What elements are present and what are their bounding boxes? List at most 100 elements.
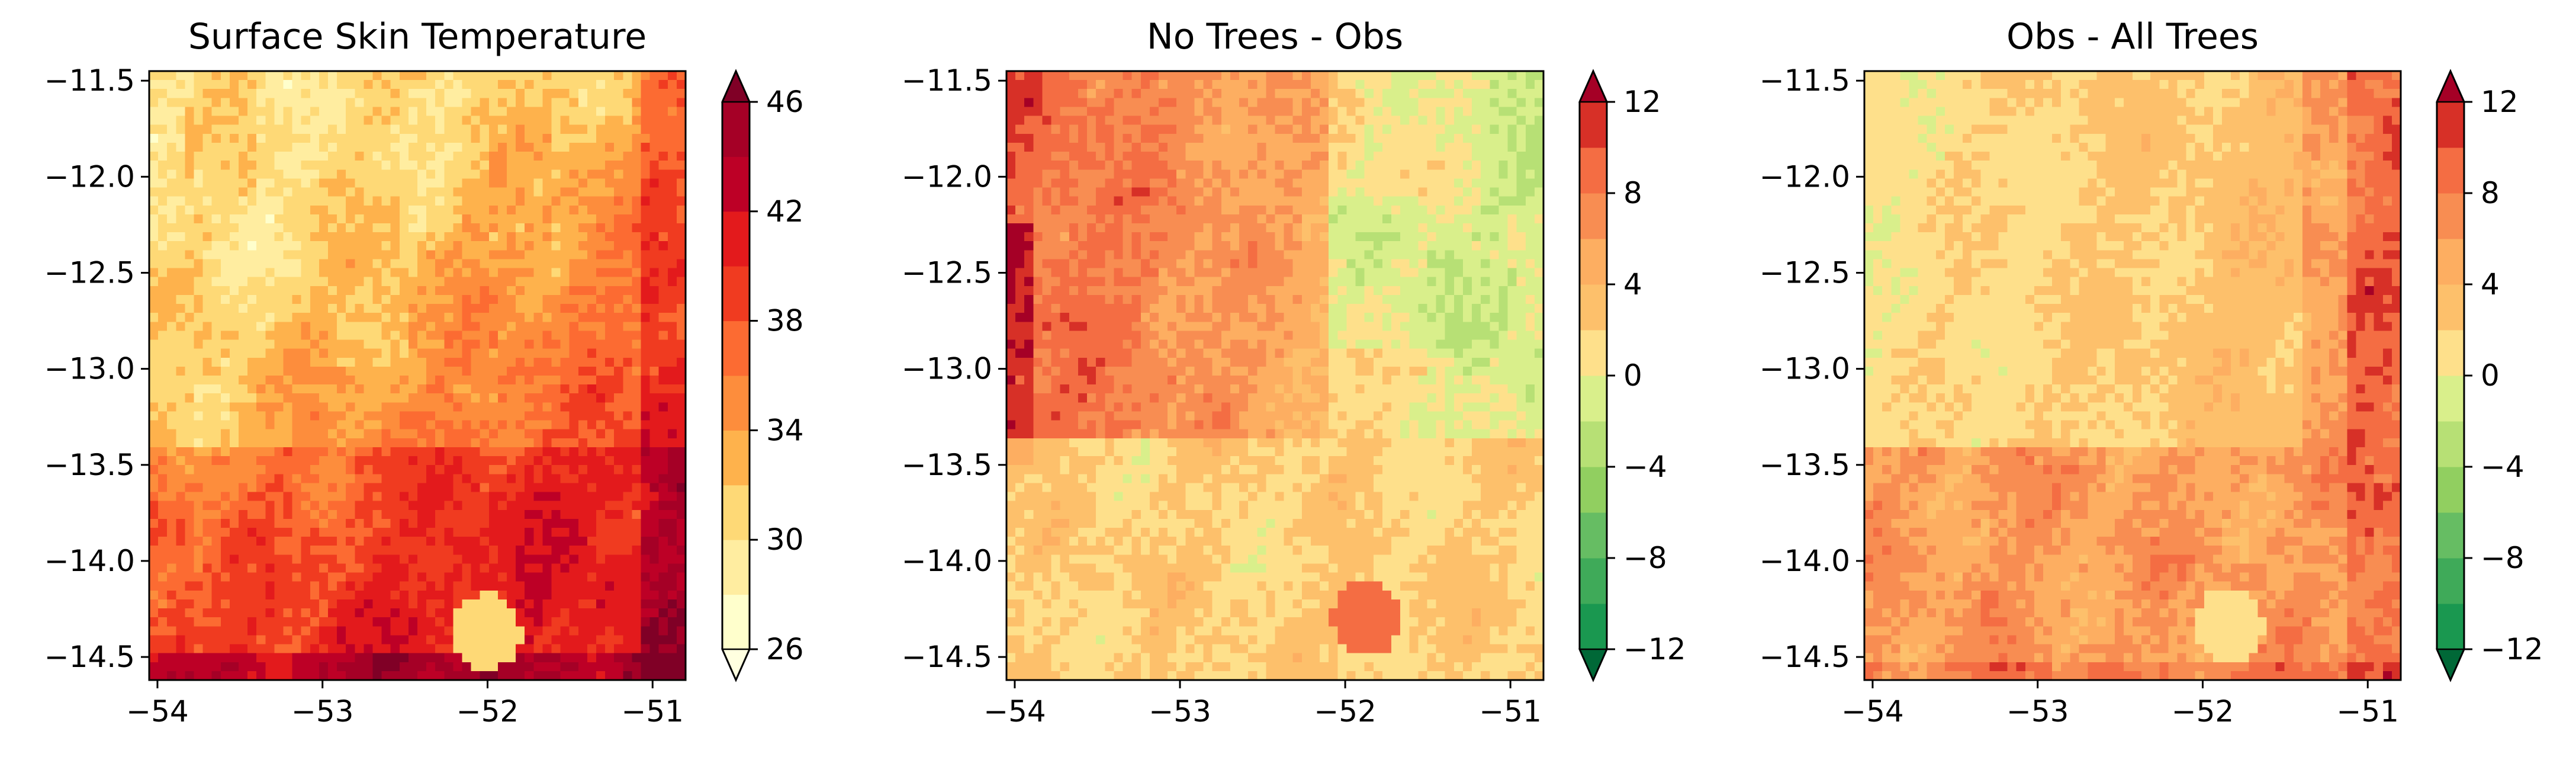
heatmap-cell [676,653,686,663]
heatmap-cell [310,80,320,89]
heatmap-cell [560,518,570,528]
heatmap-cell [1418,142,1428,152]
heatmap-cell [247,608,257,618]
heatmap-cell [1168,80,1177,89]
heatmap-cell [265,635,275,645]
heatmap-cell [310,509,320,520]
heatmap-cell [516,393,525,403]
heatmap-cell [239,169,248,179]
heatmap-cell [1105,133,1114,143]
heatmap-cell [1373,161,1383,170]
heatmap-cell [507,366,516,376]
heatmap-cell [1239,152,1249,161]
heatmap-cell [605,438,615,448]
heatmap-cell [658,581,668,591]
heatmap-cell [274,554,284,565]
heatmap-cell [292,259,302,269]
heatmap-cell [390,626,400,636]
heatmap-cell [292,635,302,645]
heatmap-cell [1498,124,1509,134]
heatmap-cell [587,501,597,511]
heatmap-cell [167,554,176,565]
heatmap-cell [283,286,293,296]
heatmap-cell [569,322,579,332]
heatmap-cell [194,268,204,278]
heatmap-cell [1105,116,1114,126]
heatmap-cell [328,456,337,466]
heatmap-cell [667,546,677,555]
heatmap-cell [596,142,606,152]
heatmap-cell [211,599,221,609]
heatmap-cell [239,492,248,502]
heatmap-cell [149,322,159,332]
heatmap-cell [1060,98,1070,108]
heatmap-cell [265,348,275,358]
heatmap-cell [649,250,660,260]
heatmap-cell [194,116,204,126]
heatmap-cell [676,456,686,466]
heatmap-cell [149,483,159,493]
heatmap-cell [310,313,320,322]
heatmap-cell [614,671,623,681]
heatmap-cell [1158,152,1168,161]
heatmap-cell [676,124,686,134]
heatmap-cell [1114,116,1124,126]
heatmap-cell [453,196,463,206]
heatmap-cell [551,492,561,502]
heatmap-cell [328,339,337,349]
heatmap-cell [1346,169,1356,179]
heatmap-cell [1105,169,1114,179]
heatmap-cell [346,447,355,457]
heatmap-cell [381,554,391,565]
heatmap-cell [211,662,221,672]
heatmap-cell [1248,133,1258,143]
heatmap-cell [158,546,168,555]
heatmap-cell [346,152,355,161]
heatmap-cell [462,152,472,161]
heatmap-cell [1024,71,1034,81]
heatmap-cell [587,268,597,278]
heatmap-cell [319,348,329,358]
heatmap-cell [596,89,606,98]
heatmap-cell [283,590,293,600]
heatmap-cell [1310,71,1320,81]
heatmap-cell [381,662,391,672]
heatmap-cell [578,590,588,600]
heatmap-cell [167,671,176,681]
heatmap-cell [399,590,409,600]
heatmap-cell [301,447,311,457]
heatmap-cell [417,635,427,645]
heatmap-cell [399,205,409,215]
heatmap-cell [641,671,651,681]
heatmap-cell [185,357,195,367]
heatmap-cell [211,124,221,134]
heatmap-cell [265,232,275,242]
heatmap-cell [1409,133,1419,143]
heatmap-cell [614,250,623,260]
heatmap-cell [649,447,660,457]
heatmap-cell [426,339,436,349]
heatmap-cell [605,572,615,582]
heatmap-cell [1203,98,1213,108]
heatmap-cell [417,223,427,233]
heatmap-cell [533,142,543,152]
heatmap-cell [444,322,454,332]
heatmap-cell [623,572,632,582]
heatmap-cell [283,313,293,322]
heatmap-cell [632,563,642,573]
heatmap-cell [417,554,427,565]
heatmap-cell [623,393,632,403]
heatmap-cell [319,537,329,546]
heatmap-cell [274,402,284,412]
heatmap-cell [667,483,677,493]
heatmap-cell [516,357,525,367]
heatmap-cell [507,635,516,645]
heatmap-cell [176,581,185,591]
heatmap-cell [676,581,686,591]
heatmap-cell [265,322,275,332]
heatmap-cell [623,456,632,466]
heatmap-cell [1194,169,1204,179]
heatmap-cell [167,474,176,484]
heatmap-cell [676,232,686,242]
heatmap-cell [1481,142,1490,152]
